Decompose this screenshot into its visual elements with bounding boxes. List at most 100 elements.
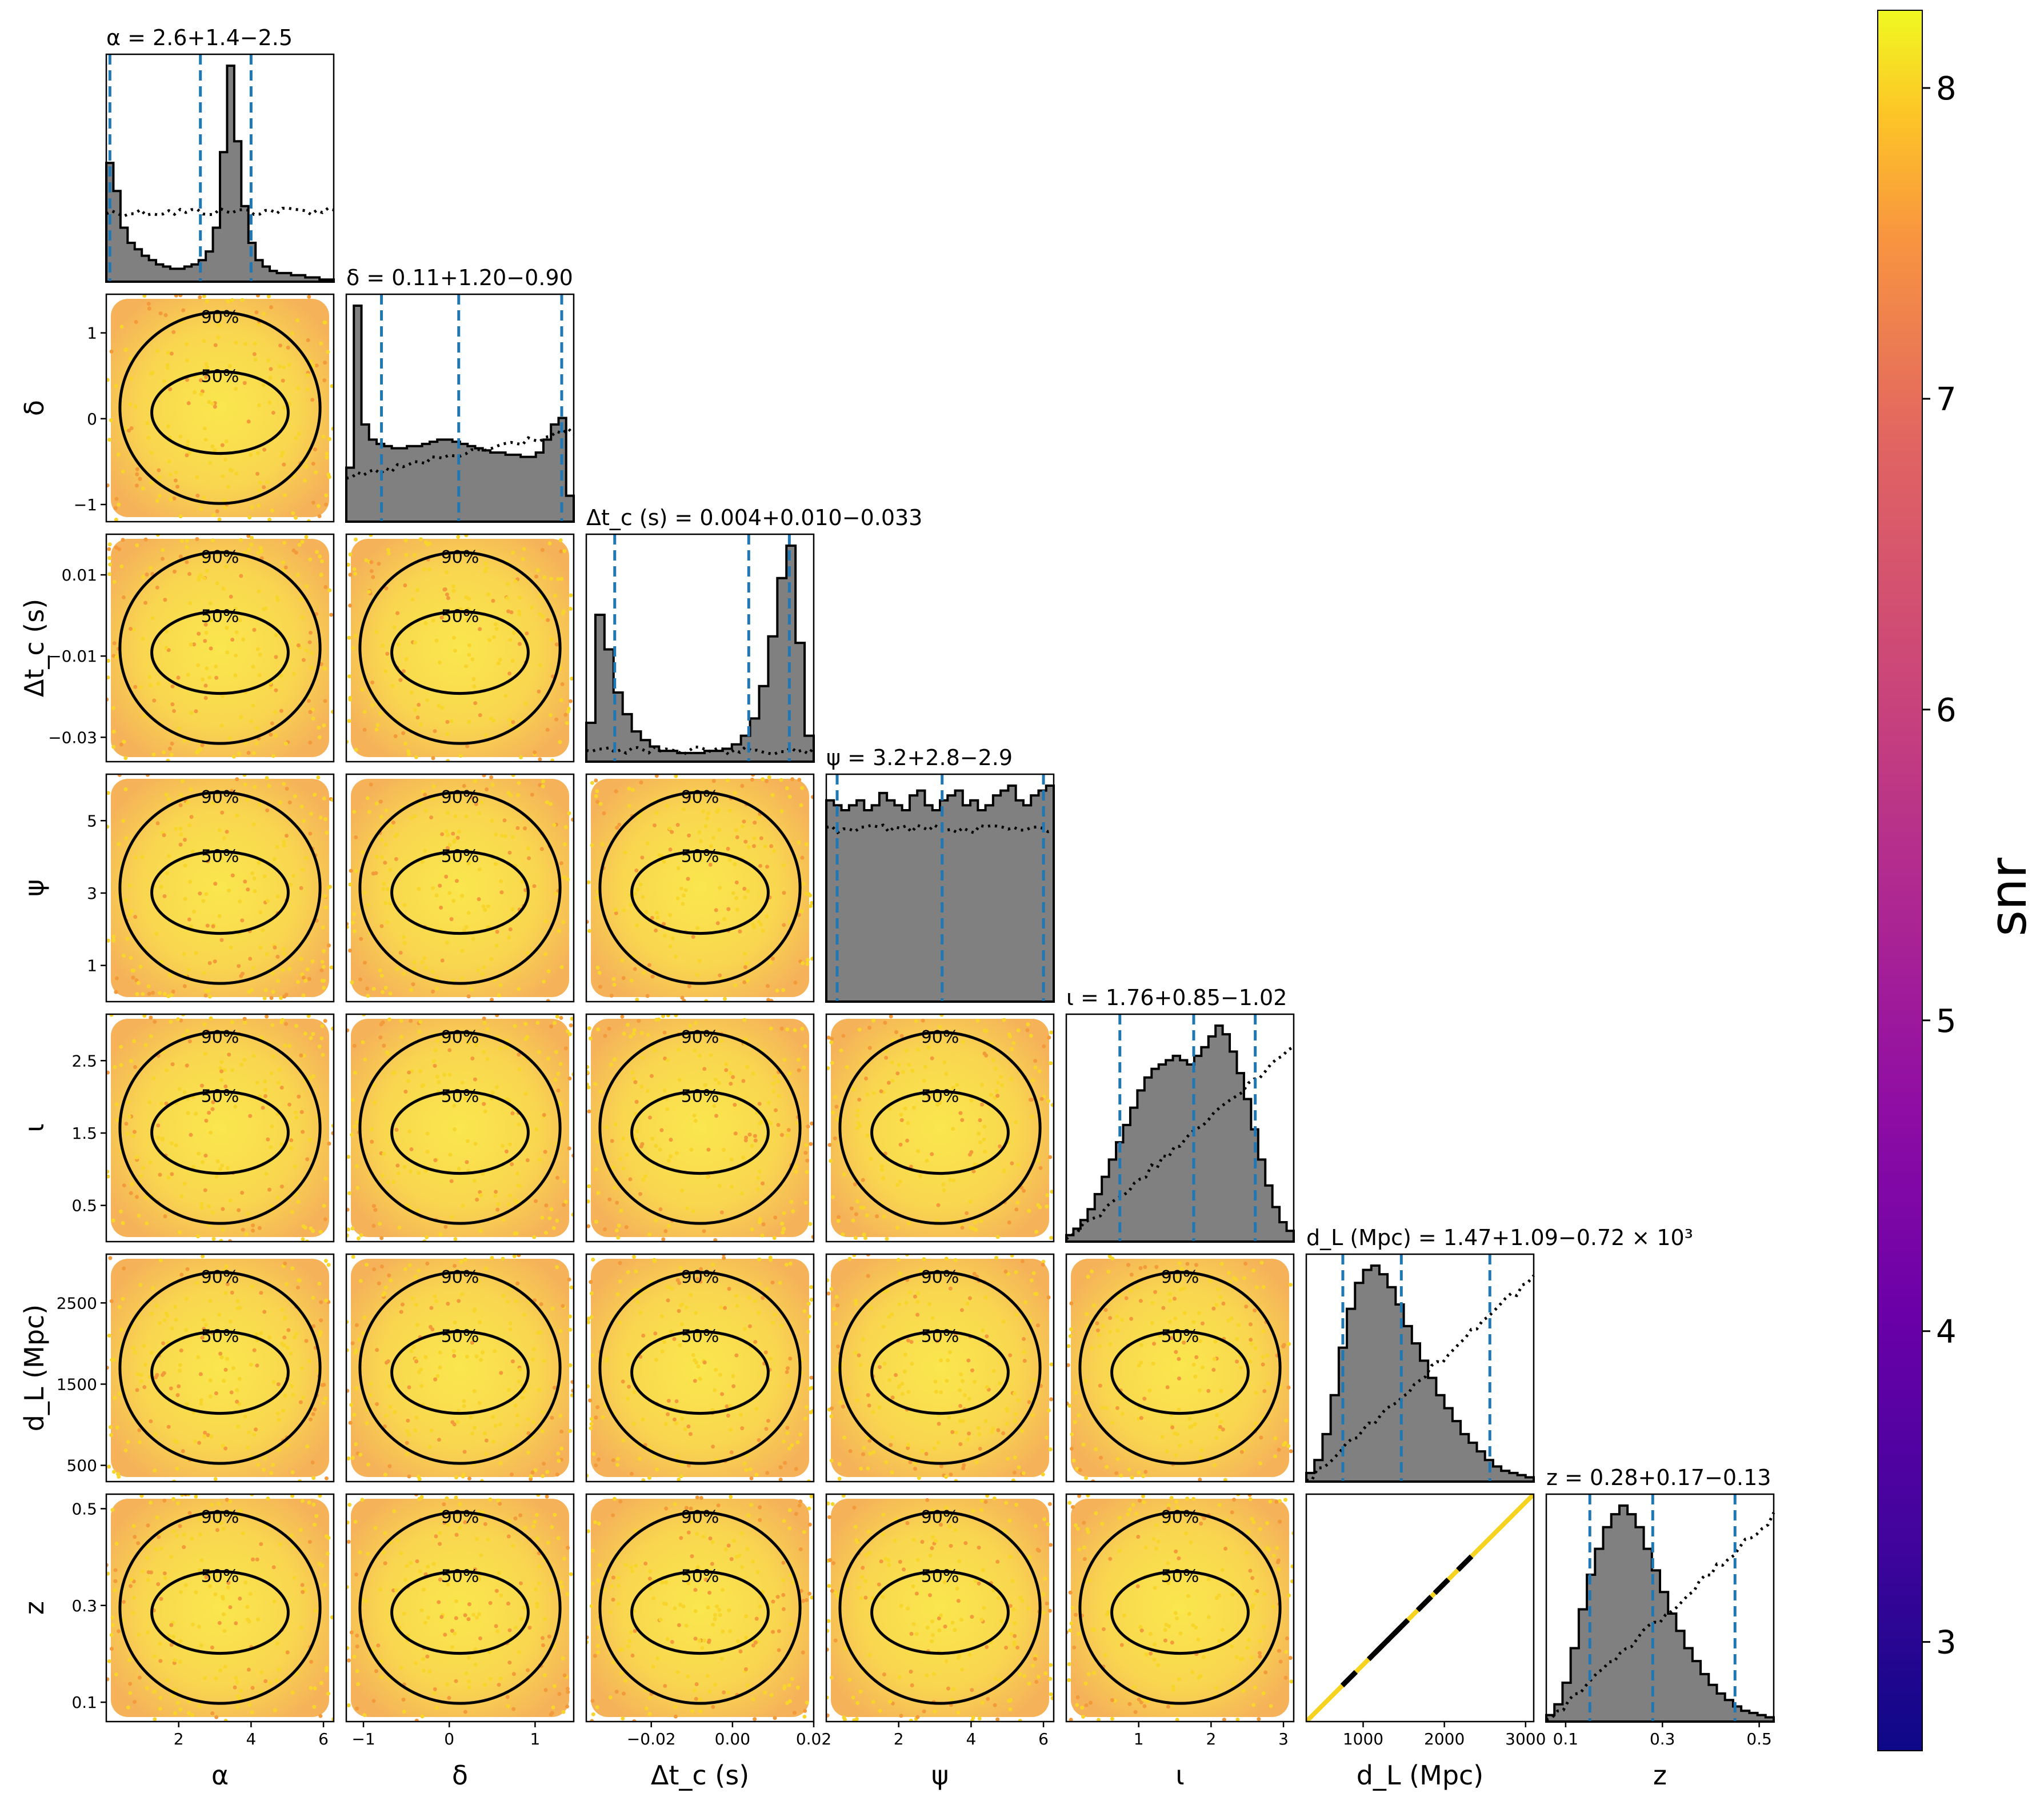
- contour-label-50: 50%: [441, 1566, 479, 1586]
- panel-frame: [1065, 1253, 1295, 1483]
- contour-50: [150, 370, 290, 455]
- xtick-label: 1000: [1343, 1730, 1383, 1748]
- panel-frame: [825, 773, 1055, 1003]
- panel-frame: [825, 1013, 1055, 1243]
- xtick-label: 0.1: [1553, 1730, 1579, 1748]
- contour-label-50: 50%: [441, 1086, 479, 1106]
- contour-90: [838, 1271, 1042, 1465]
- prior-line-iota: [1065, 1045, 1295, 1240]
- scatter-panel-psi-vs-delta: 90% 50%: [345, 773, 575, 1003]
- scatter-panel-delta-vs-alpha: 90% 50% −1 0 1 δ: [19, 293, 335, 523]
- hist-panel-dtc: Δt_c (s) = 0.004+0.010−0.033: [585, 505, 922, 763]
- contour-label-90: 90%: [441, 1027, 479, 1047]
- contour-label-90: 90%: [201, 547, 239, 567]
- contour-label-90: 90%: [1161, 1507, 1199, 1527]
- contour-label-90: 90%: [441, 547, 479, 567]
- contour-label-50: 50%: [201, 366, 239, 386]
- contour-50: [870, 1570, 1010, 1655]
- contour-label-90: 90%: [201, 1507, 239, 1527]
- panel-frame: [345, 293, 575, 523]
- prior-line-alpha: [105, 206, 334, 218]
- panel-frame: [345, 1493, 575, 1723]
- xtick-label: 4: [246, 1730, 256, 1748]
- contour-label-90: 90%: [201, 787, 239, 807]
- panel-frame: [1305, 1493, 1535, 1723]
- xtick-label: 2: [894, 1730, 904, 1748]
- xtick-label: 3: [1278, 1730, 1289, 1748]
- contour-label-50: 50%: [681, 1326, 719, 1346]
- xtick-label: 0.00: [715, 1730, 750, 1748]
- title-iota: ι = 1.76+0.85−1.02: [1066, 985, 1287, 1010]
- xtick-label: 6: [1038, 1730, 1049, 1748]
- xlabel-dtc: Δt_c (s): [651, 1760, 749, 1791]
- prior-line-dtc: [586, 745, 815, 757]
- ylabel-delta: δ: [19, 400, 50, 416]
- colorbar-tick-label: 6: [1936, 692, 1957, 729]
- xtick-label: 2000: [1424, 1730, 1465, 1748]
- panel-frame: [585, 533, 815, 763]
- scatter-points: 90% 50%: [106, 1254, 331, 1482]
- ytick-label: 2500: [57, 1294, 97, 1312]
- contour-50: [150, 610, 290, 695]
- ytick-label: 0.5: [71, 1499, 97, 1518]
- xlabel-delta: δ: [452, 1760, 468, 1791]
- contour-label-50: 50%: [681, 1086, 719, 1106]
- ytick-label: −0.03: [48, 728, 97, 747]
- ylabel-dL: d_L (Mpc): [19, 1304, 50, 1432]
- contour-90: [358, 1271, 562, 1465]
- colorbar-ticks: 3 4 5 6 7 8: [1922, 70, 1957, 1662]
- xtick-label: 2: [174, 1730, 184, 1748]
- ytick-label: 1: [87, 956, 97, 975]
- contour-90: [118, 791, 322, 985]
- hist-panel-iota: ι = 1.76+0.85−1.02: [1065, 985, 1295, 1243]
- contour-label-50: 50%: [1161, 1566, 1199, 1586]
- scatter-points: 90% 50%: [106, 1014, 334, 1242]
- contour-label-50: 50%: [201, 1086, 239, 1106]
- contour-90: [118, 1511, 322, 1705]
- panel-frame: [585, 1013, 815, 1243]
- contour-label-90: 90%: [681, 1267, 719, 1287]
- histogram-z: [1545, 1504, 1775, 1723]
- scatter-panel-dL-vs-psi: 90% 50%: [825, 1253, 1055, 1483]
- scatter-points: 90% 50%: [346, 1254, 574, 1482]
- ytick-label: 3: [87, 884, 97, 903]
- scatter-panel-dL-vs-iota: 90% 50%: [1065, 1253, 1295, 1483]
- xtick-label: 1: [1134, 1730, 1144, 1748]
- scatter-points: 90% 50%: [826, 1014, 1054, 1241]
- xtick-label: 2: [1206, 1730, 1216, 1748]
- contour-label-50: 50%: [441, 846, 479, 866]
- contour-50: [150, 1570, 290, 1655]
- contour-50: [1110, 1330, 1250, 1415]
- histogram-alpha: [105, 65, 335, 283]
- contour-50: [390, 1090, 530, 1175]
- scatter-points: 90% 50%: [586, 1014, 814, 1242]
- panel-frame: [105, 53, 335, 283]
- scatter-points: 90% 50%: [586, 774, 814, 1002]
- contour-90: [358, 791, 562, 985]
- contour-50: [390, 850, 530, 935]
- xlabel-psi: ψ: [931, 1760, 949, 1791]
- title-dtc: Δt_c (s) = 0.004+0.010−0.033: [586, 505, 922, 530]
- contour-90: [1078, 1511, 1282, 1705]
- scatter-panel-dtc-vs-alpha: 90% 50% −0.03 −0.01 0.01 Δt_c (s): [19, 533, 335, 763]
- contour-90: [118, 311, 322, 505]
- panel-frame: [585, 1493, 815, 1723]
- colorbar-tick-label: 8: [1936, 70, 1957, 107]
- contour-label-50: 50%: [681, 1566, 719, 1586]
- ytick-label: 500: [67, 1456, 97, 1475]
- ytick-label: 1.5: [71, 1124, 97, 1143]
- scatter-panel-z-vs-dL: 1000 2000 3000 d_L (Mpc): [1305, 1493, 1546, 1791]
- xtick-label: 0.02: [796, 1730, 831, 1748]
- scatter-panel-iota-vs-delta: 90% 50%: [345, 1013, 575, 1243]
- colorbar-tick-label: 3: [1936, 1624, 1957, 1662]
- colorbar-tick-label: 7: [1936, 381, 1957, 418]
- contour-label-90: 90%: [441, 1507, 479, 1527]
- scatter-points: 90% 50%: [826, 1254, 1054, 1482]
- contour-label-50: 50%: [201, 1326, 239, 1346]
- histogram-psi: [825, 785, 1055, 1003]
- contour-50: [150, 850, 290, 935]
- scatter-points: 90% 50%: [346, 774, 574, 1002]
- contour-label-90: 90%: [201, 307, 239, 327]
- histogram-iota: [1065, 1024, 1295, 1243]
- contour-50: [630, 1330, 770, 1415]
